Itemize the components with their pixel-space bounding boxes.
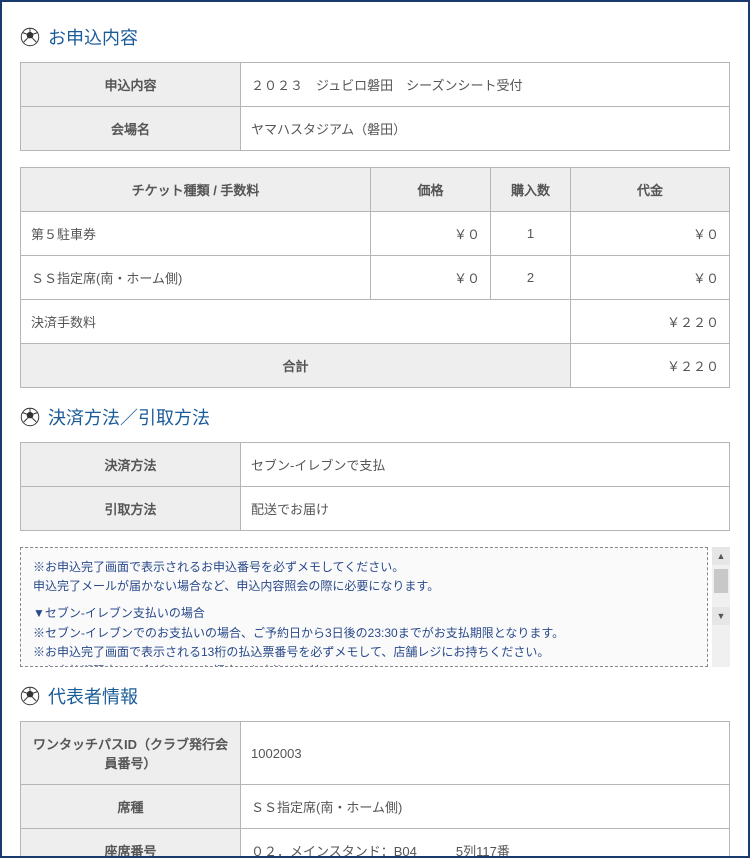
section-title-representative: 代表者情報 (20, 683, 730, 709)
soccer-ball-icon (20, 686, 40, 706)
ticket-fee-row: 決済手数料 ￥２２０ (21, 300, 730, 344)
notice-line: ※お支払期限内に入金がなかった場合、お申込は無効となります。 (33, 662, 695, 667)
ticket-total-row: 合計 ￥２２０ (21, 344, 730, 388)
ticket-subtotal: ￥０ (571, 212, 730, 256)
payment-info-label: 引取方法 (21, 487, 241, 531)
notice-line: ▼セブン-イレブン支払いの場合 (33, 604, 695, 623)
page-frame: お申込内容 申込内容 ２０２３ ジュビロ磐田 シーズンシート受付 会場名 ヤマハ… (0, 0, 750, 858)
notice-box-wrap: ※お申込完了画面で表示されるお申込番号を必ずメモしてください。 申込完了メールが… (20, 547, 730, 667)
ticket-type: 第５駐車券 (21, 212, 371, 256)
application-info-row: 会場名 ヤマハスタジアム（磐田） (21, 107, 730, 151)
ticket-header-type: チケット種類 / 手数料 (21, 168, 371, 212)
ticket-header-qty: 購入数 (491, 168, 571, 212)
representative-value: ０２．メインスタンド：B04 5列117番 (241, 829, 730, 858)
ticket-price: ￥０ (371, 212, 491, 256)
ticket-row: 第５駐車券 ￥０ 1 ￥０ (21, 212, 730, 256)
notice-line: ※お申込完了画面で表示されるお申込番号を必ずメモしてください。 (33, 558, 695, 577)
representative-label: 座席番号 (21, 829, 241, 858)
payment-info-value: セブン-イレブンで支払 (241, 443, 730, 487)
ticket-fee-label: 決済手数料 (21, 300, 571, 344)
payment-info-label: 決済方法 (21, 443, 241, 487)
notice-line: 申込完了メールが届かない場合など、申込内容照会の際に必要になります。 (33, 577, 695, 596)
notice-line: ※お申込完了画面で表示される13桁の払込票番号を必ずメモして、店舗レジにお持ちく… (33, 643, 695, 662)
ticket-qty: 2 (491, 256, 571, 300)
section-title-text: 代表者情報 (48, 683, 138, 709)
ticket-row: ＳＳ指定席(南・ホーム側) ￥０ 2 ￥０ (21, 256, 730, 300)
application-info-value: ２０２３ ジュビロ磐田 シーズンシート受付 (241, 63, 730, 107)
representative-value: 1002003 (241, 722, 730, 785)
scroll-up-icon[interactable]: ▲ (712, 547, 730, 565)
representative-table: ワンタッチパスID（クラブ発行会員番号） 1002003 席種 ＳＳ指定席(南・… (20, 721, 730, 858)
representative-row: 座席番号 ０２．メインスタンド：B04 5列117番 (21, 829, 730, 858)
ticket-subtotal: ￥０ (571, 256, 730, 300)
application-info-table: 申込内容 ２０２３ ジュビロ磐田 シーズンシート受付 会場名 ヤマハスタジアム（… (20, 62, 730, 151)
representative-row: 席種 ＳＳ指定席(南・ホーム側) (21, 785, 730, 829)
section-title-text: 決済方法／引取方法 (48, 404, 210, 430)
section-title-text: お申込内容 (48, 24, 138, 50)
ticket-total-value: ￥２２０ (571, 344, 730, 388)
application-info-label: 申込内容 (21, 63, 241, 107)
representative-label: 席種 (21, 785, 241, 829)
ticket-total-label: 合計 (21, 344, 571, 388)
ticket-price: ￥０ (371, 256, 491, 300)
ticket-table: チケット種類 / 手数料 価格 購入数 代金 第５駐車券 ￥０ 1 ￥０ ＳＳ指… (20, 167, 730, 388)
scroll-down-icon[interactable]: ▼ (712, 607, 730, 625)
scroll-thumb[interactable] (714, 569, 728, 593)
soccer-ball-icon (20, 27, 40, 47)
section-title-payment: 決済方法／引取方法 (20, 404, 730, 430)
application-info-row: 申込内容 ２０２３ ジュビロ磐田 シーズンシート受付 (21, 63, 730, 107)
payment-info-table: 決済方法 セブン-イレブンで支払 引取方法 配送でお届け (20, 442, 730, 531)
ticket-fee-value: ￥２２０ (571, 300, 730, 344)
ticket-header-subtotal: 代金 (571, 168, 730, 212)
representative-label: ワンタッチパスID（クラブ発行会員番号） (21, 722, 241, 785)
payment-info-row: 決済方法 セブン-イレブンで支払 (21, 443, 730, 487)
ticket-header-price: 価格 (371, 168, 491, 212)
payment-info-value: 配送でお届け (241, 487, 730, 531)
representative-row: ワンタッチパスID（クラブ発行会員番号） 1002003 (21, 722, 730, 785)
ticket-header-row: チケット種類 / 手数料 価格 購入数 代金 (21, 168, 730, 212)
ticket-qty: 1 (491, 212, 571, 256)
application-info-label: 会場名 (21, 107, 241, 151)
notice-line: ※セブン-イレブンでのお支払いの場合、ご予約日から3日後の23:30までがお支払… (33, 624, 695, 643)
representative-value: ＳＳ指定席(南・ホーム側) (241, 785, 730, 829)
ticket-type: ＳＳ指定席(南・ホーム側) (21, 256, 371, 300)
payment-info-row: 引取方法 配送でお届け (21, 487, 730, 531)
notice-box[interactable]: ※お申込完了画面で表示されるお申込番号を必ずメモしてください。 申込完了メールが… (20, 547, 708, 667)
notice-scrollbar[interactable]: ▲ ▼ (712, 547, 730, 667)
section-title-application: お申込内容 (20, 24, 730, 50)
application-info-value: ヤマハスタジアム（磐田） (241, 107, 730, 151)
soccer-ball-icon (20, 407, 40, 427)
